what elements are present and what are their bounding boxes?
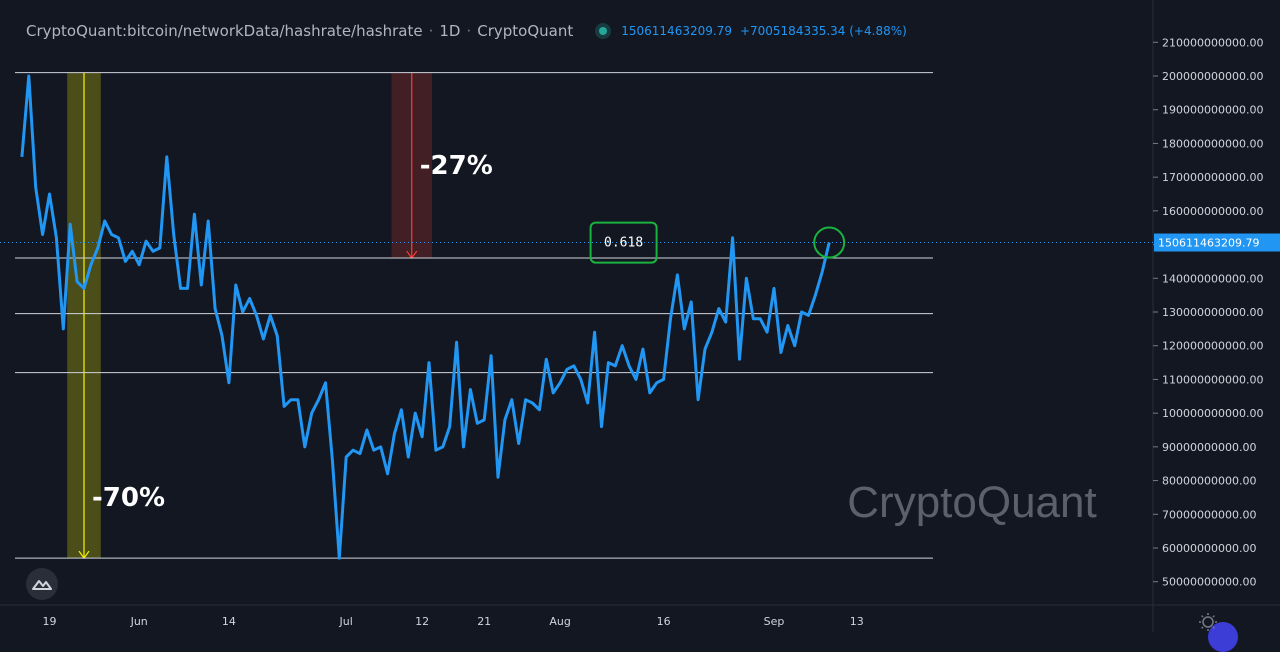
y-tick-label: 70000000000.00 xyxy=(1162,508,1256,521)
y-tick-label: 120000000000.00 xyxy=(1162,340,1263,353)
interval-label[interactable]: 1D xyxy=(439,22,461,40)
y-tick-label: 140000000000.00 xyxy=(1162,272,1263,285)
y-tick-label: 190000000000.00 xyxy=(1162,104,1263,117)
red-drawdown-label: -27% xyxy=(420,151,493,181)
y-tick-label: 50000000000.00 xyxy=(1162,576,1256,589)
x-tick-label: Sep xyxy=(764,615,785,628)
watermark-text: CryptoQuant xyxy=(847,478,1096,527)
x-tick-label: Jun xyxy=(130,615,148,628)
hashrate-series-line[interactable] xyxy=(20,74,831,560)
current-value-tag-label: 150611463209.79 xyxy=(1158,237,1259,250)
fib-level-label: 0.618 xyxy=(604,236,643,251)
last-value: 150611463209.79 xyxy=(621,24,732,38)
y-tick-label: 60000000000.00 xyxy=(1162,542,1256,555)
market-status-icon xyxy=(599,27,608,35)
y-tick-label: 180000000000.00 xyxy=(1162,137,1263,150)
y-tick-label: 170000000000.00 xyxy=(1162,171,1263,184)
title-separator: · xyxy=(428,22,434,40)
cryptoquant-logo-icon[interactable] xyxy=(26,568,58,600)
current-value-tag xyxy=(1154,233,1280,252)
yellow-drawdown-label: -70% xyxy=(92,483,165,513)
fib-level-box xyxy=(589,221,658,264)
symbol-title[interactable]: CryptoQuant:bitcoin/networkData/hashrate… xyxy=(26,22,423,40)
title-separator: · xyxy=(466,22,472,40)
value-change: +7005184335.34 (+4.88%) xyxy=(739,24,907,38)
y-tick-label: 80000000000.00 xyxy=(1162,475,1256,488)
y-tick-label: 160000000000.00 xyxy=(1162,205,1263,218)
y-tick-label: 200000000000.00 xyxy=(1162,70,1263,83)
source-label: CryptoQuant xyxy=(477,22,574,40)
chart-header: CryptoQuant:bitcoin/networkData/hashrate… xyxy=(26,22,915,40)
y-tick-label: 210000000000.00 xyxy=(1162,36,1263,49)
x-tick-label: 21 xyxy=(477,615,491,628)
x-tick-label: Aug xyxy=(549,615,570,628)
x-tick-label: 14 xyxy=(222,615,236,628)
x-tick-label: Jul xyxy=(339,615,353,628)
current-point-marker xyxy=(813,226,846,259)
x-tick-label: 13 xyxy=(850,615,864,628)
x-tick-label: 12 xyxy=(415,615,429,628)
y-tick-label: 100000000000.00 xyxy=(1162,407,1263,420)
y-tick-label: 90000000000.00 xyxy=(1162,441,1256,454)
y-tick-label: 110000000000.00 xyxy=(1162,373,1263,386)
y-tick-label: 130000000000.00 xyxy=(1162,306,1263,319)
x-tick-label: 16 xyxy=(657,615,671,628)
gear-icon[interactable] xyxy=(1196,610,1228,642)
x-tick-label: 19 xyxy=(43,615,57,628)
